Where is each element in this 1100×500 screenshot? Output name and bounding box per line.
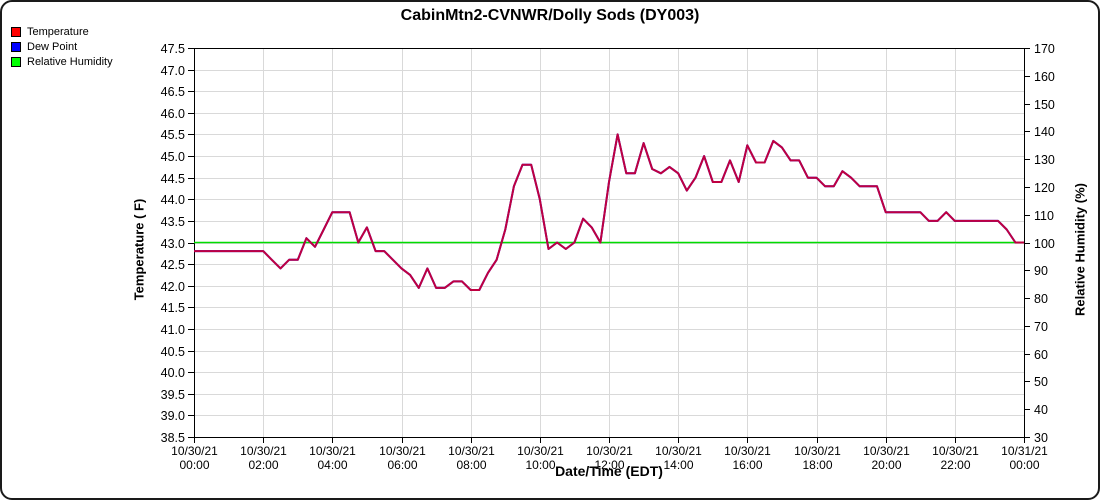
svg-text:04:00: 04:00 xyxy=(317,458,347,472)
svg-text:39.5: 39.5 xyxy=(161,388,185,402)
svg-text:40.5: 40.5 xyxy=(161,345,185,359)
svg-text:16:00: 16:00 xyxy=(732,458,762,472)
x-axis: 10/30/2100:0010/30/2102:0010/30/2104:001… xyxy=(171,437,1048,472)
svg-text:39.0: 39.0 xyxy=(161,409,185,423)
svg-text:10/30/21: 10/30/21 xyxy=(517,444,564,458)
svg-text:45.5: 45.5 xyxy=(161,128,185,142)
svg-text:00:00: 00:00 xyxy=(1009,458,1039,472)
svg-text:38.5: 38.5 xyxy=(161,431,185,445)
svg-text:46.5: 46.5 xyxy=(161,85,185,99)
svg-text:90: 90 xyxy=(1034,264,1048,278)
svg-text:10/31/21: 10/31/21 xyxy=(1001,444,1048,458)
svg-text:60: 60 xyxy=(1034,348,1048,362)
svg-text:41.0: 41.0 xyxy=(161,323,185,337)
y-axis-right: 30 40 50 60 70 80 90 100 110 120 130 140 150 160 170 xyxy=(1024,42,1055,445)
legend-label-relative-humidity: Relative Humidity xyxy=(27,56,113,68)
svg-text:10/30/21: 10/30/21 xyxy=(171,444,218,458)
svg-text:41.5: 41.5 xyxy=(161,301,185,315)
svg-text:130: 130 xyxy=(1034,153,1055,167)
svg-text:22:00: 22:00 xyxy=(940,458,970,472)
svg-text:10/30/21: 10/30/21 xyxy=(863,444,910,458)
temperature-line xyxy=(194,133,1024,291)
dew-point-swatch-icon xyxy=(11,42,21,52)
svg-text:42.5: 42.5 xyxy=(161,258,185,272)
svg-text:10/30/21: 10/30/21 xyxy=(586,444,633,458)
svg-text:70: 70 xyxy=(1034,320,1048,334)
svg-text:160: 160 xyxy=(1034,70,1055,84)
svg-text:10/30/21: 10/30/21 xyxy=(724,444,771,458)
chart-title: CabinMtn2-CVNWR/Dolly Sods (DY003) xyxy=(400,7,700,24)
svg-text:47.5: 47.5 xyxy=(161,42,185,56)
svg-text:10/30/21: 10/30/21 xyxy=(309,444,356,458)
svg-text:47.0: 47.0 xyxy=(161,64,185,78)
svg-text:40.0: 40.0 xyxy=(161,366,185,380)
legend-item-dew-point: Dew Point xyxy=(11,40,113,54)
x-axis-title: Date/Time (EDT) xyxy=(555,463,663,479)
svg-text:45.0: 45.0 xyxy=(161,150,185,164)
svg-text:10/30/21: 10/30/21 xyxy=(932,444,979,458)
svg-text:80: 80 xyxy=(1034,292,1048,306)
svg-text:18:00: 18:00 xyxy=(802,458,832,472)
y-axis-left: 38.5 39.0 39.5 40.0 40.5 41.0 41.5 42.0 42.5 43.0… xyxy=(161,42,194,445)
svg-text:10/30/21: 10/30/21 xyxy=(448,444,495,458)
legend-label-temperature: Temperature xyxy=(27,26,89,38)
svg-text:150: 150 xyxy=(1034,98,1055,112)
svg-text:43.0: 43.0 xyxy=(161,237,185,251)
svg-text:00:00: 00:00 xyxy=(179,458,209,472)
svg-text:44.5: 44.5 xyxy=(161,172,185,186)
legend-item-temperature: Temperature xyxy=(11,25,113,39)
svg-text:30: 30 xyxy=(1034,431,1048,445)
svg-text:140: 140 xyxy=(1034,125,1055,139)
svg-text:100: 100 xyxy=(1034,237,1055,251)
svg-text:10/30/21: 10/30/21 xyxy=(794,444,841,458)
svg-text:10/30/21: 10/30/21 xyxy=(240,444,287,458)
svg-text:170: 170 xyxy=(1034,42,1055,56)
svg-text:06:00: 06:00 xyxy=(387,458,417,472)
legend-label-dew-point: Dew Point xyxy=(27,41,78,53)
svg-text:43.5: 43.5 xyxy=(161,215,185,229)
legend: Temperature Dew Point Relative Humidity xyxy=(11,25,113,70)
svg-text:44.0: 44.0 xyxy=(161,193,185,207)
svg-text:46.0: 46.0 xyxy=(161,107,185,121)
svg-text:02:00: 02:00 xyxy=(248,458,278,472)
svg-text:10/30/21: 10/30/21 xyxy=(379,444,426,458)
svg-text:14:00: 14:00 xyxy=(663,458,693,472)
legend-item-relative-humidity: Relative Humidity xyxy=(11,55,113,69)
svg-text:10:00: 10:00 xyxy=(525,458,555,472)
svg-text:110: 110 xyxy=(1034,209,1054,223)
svg-text:120: 120 xyxy=(1034,181,1055,195)
svg-text:08:00: 08:00 xyxy=(456,458,486,472)
svg-text:12:00: 12:00 xyxy=(594,458,624,472)
svg-text:40: 40 xyxy=(1034,403,1048,417)
svg-text:50: 50 xyxy=(1034,375,1048,389)
svg-text:20:00: 20:00 xyxy=(871,458,901,472)
svg-text:42.0: 42.0 xyxy=(161,280,185,294)
svg-text:10/30/21: 10/30/21 xyxy=(655,444,702,458)
relative-humidity-swatch-icon xyxy=(11,57,21,67)
temperature-swatch-icon xyxy=(11,27,21,37)
